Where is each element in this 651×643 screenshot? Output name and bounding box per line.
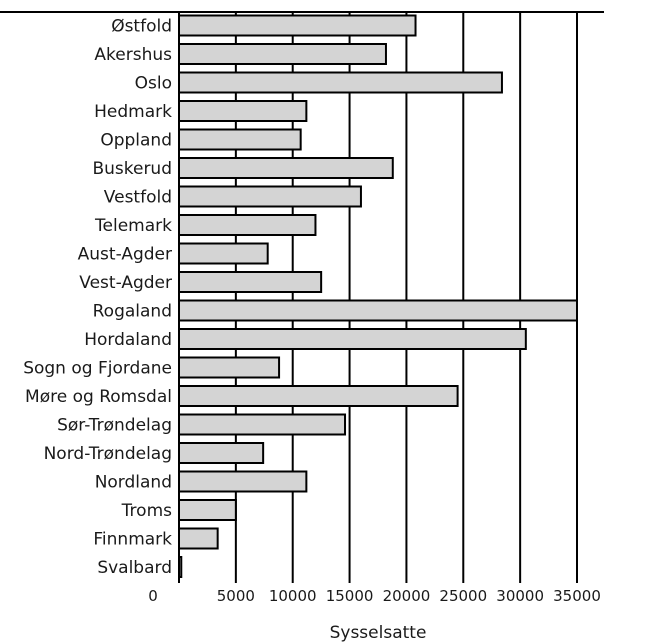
category-label-1: Akershus (94, 45, 172, 65)
category-label-11: Hordaland (84, 330, 172, 350)
x-axis-label: Sysselsatte (330, 623, 427, 643)
category-label-0: Østfold (111, 17, 172, 37)
bar-1 (178, 43, 387, 65)
bar-0 (178, 14, 417, 37)
category-label-13: Møre og Romsdal (25, 387, 172, 407)
bar-7 (178, 214, 317, 236)
x-tick-labels: 0 5000 10000 15000 20000 25000 30000 35000 (148, 587, 601, 605)
category-label-7: Telemark (94, 216, 172, 236)
gridlines (178, 12, 578, 583)
category-label-16: Nordland (95, 473, 172, 493)
bar-14 (178, 413, 347, 436)
bar-3 (178, 100, 308, 122)
category-label-15: Nord-Trøndelag (44, 444, 172, 464)
category-label-9: Vest-Agder (79, 273, 172, 293)
x-tick-label-3: 15000 (326, 587, 374, 605)
category-label-14: Sør-Trøndelag (57, 416, 172, 436)
bar-16 (178, 470, 308, 493)
bars (178, 14, 578, 578)
bar-8 (178, 242, 269, 265)
x-tick-label-4: 20000 (383, 587, 431, 605)
category-label-12: Sogn og Fjordane (23, 359, 172, 379)
bar-19 (178, 556, 183, 578)
category-label-2: Oslo (135, 74, 172, 94)
bar-5 (178, 157, 394, 179)
category-label-10: Rogaland (93, 302, 172, 322)
category-label-17: Troms (121, 501, 172, 521)
category-label-4: Oppland (100, 131, 172, 151)
x-tick-label-6: 30000 (496, 587, 544, 605)
x-tick-label-1: 5000 (217, 587, 255, 605)
bar-6 (178, 185, 362, 208)
x-tick-label-2: 10000 (269, 587, 317, 605)
x-tick-label-7: 35000 (553, 587, 601, 605)
bar-15 (178, 442, 265, 464)
bar-11 (178, 328, 527, 350)
category-label-8: Aust-Agder (78, 245, 172, 265)
bar-17 (178, 499, 237, 521)
category-labels: Østfold Akershus Oslo Hedmark Oppland Buskeru… (23, 17, 172, 579)
category-label-5: Buskerud (92, 159, 172, 179)
category-label-19: Svalbard (97, 558, 172, 578)
bar-9 (178, 271, 323, 293)
x-tick-label-5: 25000 (439, 587, 487, 605)
bar-13 (178, 385, 459, 407)
category-label-3: Hedmark (94, 102, 172, 122)
bar-4 (178, 128, 302, 151)
category-label-18: Finnmark (93, 530, 172, 550)
category-label-6: Vestfold (104, 188, 172, 208)
bar-18 (178, 527, 219, 550)
x-tick-label-0: 0 (148, 587, 158, 605)
bar-2 (178, 71, 503, 94)
bar-12 (178, 356, 281, 379)
bar-10 (178, 299, 578, 322)
